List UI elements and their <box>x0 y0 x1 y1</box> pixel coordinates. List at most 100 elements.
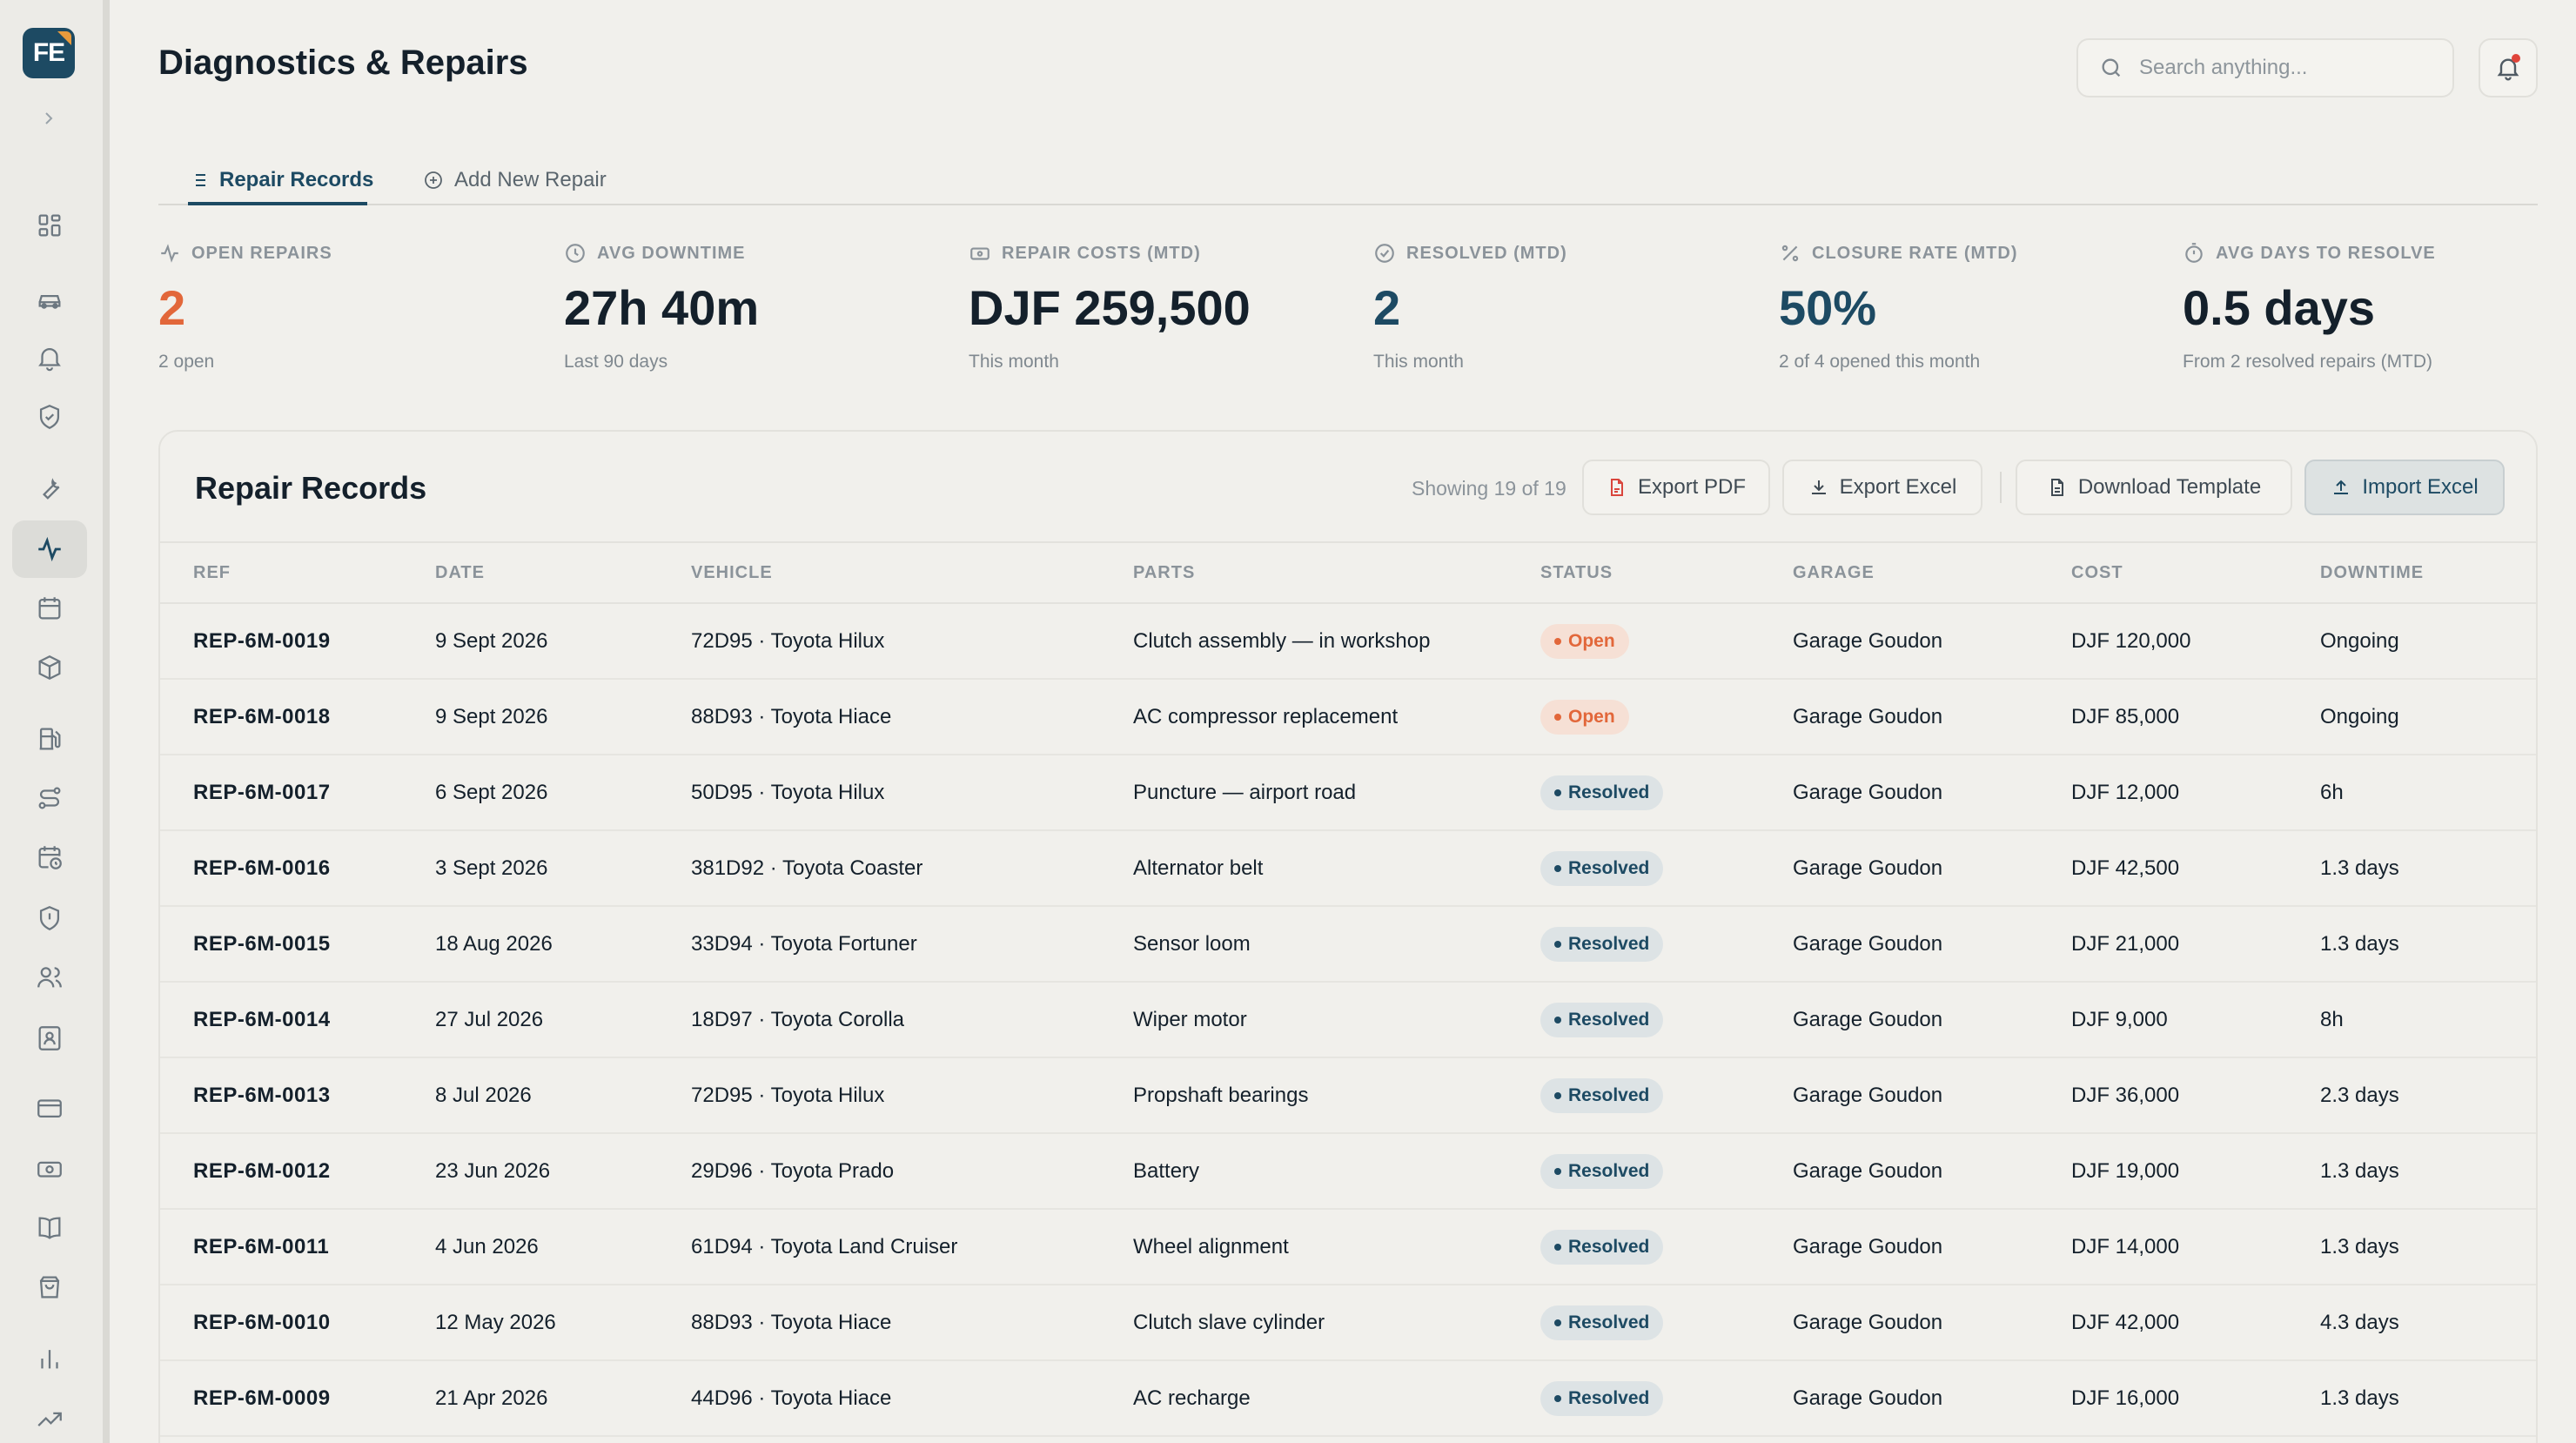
cell-cost: DJF 42,000 <box>2071 1285 2320 1361</box>
cell-garage: Garage Goudon <box>1793 679 2071 755</box>
id-badge-icon[interactable] <box>33 1022 66 1055</box>
status-badge: Resolved <box>1540 1229 1664 1265</box>
bell-icon[interactable] <box>33 341 66 374</box>
export-excel-button[interactable]: Export Excel <box>1782 460 1982 515</box>
kpi-closure-rate: CLOSURE RATE (MTD) 50% 2 of 4 opened thi… <box>1779 242 2162 372</box>
kpi-label-row: AVG DOWNTIME <box>564 242 947 265</box>
credit-card-icon[interactable] <box>33 1091 66 1124</box>
button-label: Import Excel <box>2362 475 2479 499</box>
calendar-clock-icon[interactable] <box>33 841 66 874</box>
table-row[interactable]: REP-6M-0011 4 Jun 2026 61D94 · Toyota Land… <box>160 1209 2536 1285</box>
table-row[interactable]: REP-6M-0016 3 Sept 2026 381D92 · Toyota Co… <box>160 830 2536 907</box>
export-pdf-button[interactable]: Export PDF <box>1582 460 1770 515</box>
table-row[interactable]: REP-6M-0010 12 May 2026 88D93 · Toyota Hia… <box>160 1285 2536 1361</box>
cell-downtime: 1.3 days <box>2320 906 2536 983</box>
kpi-subtext: This month <box>1373 352 1464 372</box>
sidebar: FE <box>0 0 103 1443</box>
activity-icon <box>161 244 178 263</box>
showing-count: Showing 19 of 19 <box>1412 477 1566 500</box>
status-label: Resolved <box>1568 1084 1650 1105</box>
button-label: Download Template <box>2077 475 2262 499</box>
bar-chart-icon[interactable] <box>33 1342 66 1375</box>
import-excel-button[interactable]: Import Excel <box>2304 460 2505 515</box>
chevron-right-icon[interactable] <box>38 108 59 129</box>
status-badge: Resolved <box>1540 1077 1664 1113</box>
trend-up-icon[interactable] <box>33 1403 66 1436</box>
cell-parts: Alternator belt <box>1133 830 1540 907</box>
status-label: Resolved <box>1568 1236 1650 1257</box>
status-dot <box>1554 1016 1561 1024</box>
cell-parts: AC compressor replacement <box>1133 679 1540 755</box>
status-badge: Resolved <box>1540 926 1664 962</box>
table-row[interactable]: REP-6M-0015 18 Aug 2026 33D94 · Toyota For… <box>160 906 2536 983</box>
kpi-label: CLOSURE RATE (MTD) <box>1812 243 2018 263</box>
kpi-value: 2 <box>1373 280 1401 335</box>
cell-date: 4 Jun 2026 <box>435 1209 691 1285</box>
calendar-icon[interactable] <box>33 592 66 625</box>
cell-ref: REP-6M-0012 <box>160 1133 435 1210</box>
cell-ref: REP-6M-0014 <box>160 982 435 1058</box>
cell-status: Resolved <box>1540 1133 1793 1210</box>
car-icon[interactable] <box>33 282 66 315</box>
tab-add-new-repair[interactable]: Add New Repair <box>423 157 607 204</box>
cell-ref: REP-6M-0010 <box>160 1285 435 1361</box>
kpi-value: 27h 40m <box>564 280 760 335</box>
table-row[interactable]: REP-6M-0019 9 Sept 2026 72D95 · Toyota Hil… <box>160 603 2536 680</box>
status-label: Resolved <box>1568 933 1650 954</box>
dashboard-icon[interactable] <box>33 209 66 242</box>
pulse-icon[interactable] <box>33 533 66 566</box>
cell-ref: REP-6M-0018 <box>160 679 435 755</box>
cell-parts: Battery <box>1133 1133 1540 1210</box>
app-logo[interactable]: FE <box>23 28 75 78</box>
cell-status: Resolved <box>1540 830 1793 907</box>
download-template-button[interactable]: Download Template <box>2016 460 2292 515</box>
column-header[interactable]: GARAGE <box>1793 541 2071 604</box>
shield-alert-icon[interactable] <box>33 902 66 935</box>
kpi-label: REPAIR COSTS (MTD) <box>1002 243 1201 263</box>
column-header[interactable]: VEHICLE <box>691 541 1133 604</box>
cash-icon[interactable] <box>33 1152 66 1185</box>
table-row[interactable]: REP-6M-0017 6 Sept 2026 50D95 · Toyota Hil… <box>160 755 2536 831</box>
cell-garage: Garage Goudon <box>1793 755 2071 831</box>
route-icon[interactable] <box>33 782 66 815</box>
table-row[interactable]: REP-6M-0014 27 Jul 2026 18D97 · Toyota Cor… <box>160 982 2536 1058</box>
column-header[interactable]: DOWNTIME <box>2320 541 2536 604</box>
table-row[interactable]: REP-6M-0012 23 Jun 2026 29D96 · Toyota Pra… <box>160 1133 2536 1210</box>
table-row[interactable]: REP-6M-0018 9 Sept 2026 88D93 · Toyota Hia… <box>160 679 2536 755</box>
timer-icon <box>2185 243 2203 263</box>
search-input[interactable] <box>2139 56 2426 80</box>
users-icon[interactable] <box>33 961 66 994</box>
kpi-value: 50% <box>1779 280 1877 335</box>
column-header[interactable]: REF <box>160 541 435 604</box>
status-label: Resolved <box>1568 782 1650 802</box>
cell-cost: DJF 36,000 <box>2071 1057 2320 1134</box>
cell-garage: Garage Goudon <box>1793 830 2071 907</box>
package-icon[interactable] <box>33 651 66 684</box>
column-header[interactable]: DATE <box>435 541 691 604</box>
status-badge: Open <box>1540 699 1629 735</box>
cell-status: Resolved <box>1540 1057 1793 1134</box>
shopping-bag-icon[interactable] <box>33 1271 66 1304</box>
cell-date: 8 Jul 2026 <box>435 1057 691 1134</box>
table-row[interactable]: REP-6M-0009 21 Apr 2026 44D96 · Toyota Hia… <box>160 1360 2536 1437</box>
cell-parts: Wheel alignment <box>1133 1209 1540 1285</box>
status-badge: Resolved <box>1540 1305 1664 1340</box>
button-label: Export Excel <box>1839 475 1957 499</box>
shield-check-icon[interactable] <box>33 400 66 433</box>
cell-cost: DJF 16,000 <box>2071 1360 2320 1437</box>
status-label: Open <box>1568 706 1615 727</box>
cell-cost: DJF 120,000 <box>2071 603 2320 680</box>
tab-repair-records[interactable]: Repair Records <box>188 157 373 204</box>
cell-garage: Garage Goudon <box>1793 1057 2071 1134</box>
column-header[interactable]: STATUS <box>1540 541 1793 604</box>
column-header[interactable]: PARTS <box>1133 541 1540 604</box>
cell-parts: AC recharge <box>1133 1360 1540 1437</box>
table-row[interactable]: REP-6M-0013 8 Jul 2026 72D95 · Toyota Hilu… <box>160 1057 2536 1134</box>
book-icon[interactable] <box>33 1211 66 1245</box>
search-box[interactable] <box>2076 38 2454 97</box>
cell-cost: DJF 14,000 <box>2071 1209 2320 1285</box>
notifications-button[interactable] <box>2479 38 2538 97</box>
wrench-icon[interactable] <box>33 472 66 505</box>
column-header[interactable]: COST <box>2071 541 2320 604</box>
fuel-icon[interactable] <box>33 722 66 755</box>
